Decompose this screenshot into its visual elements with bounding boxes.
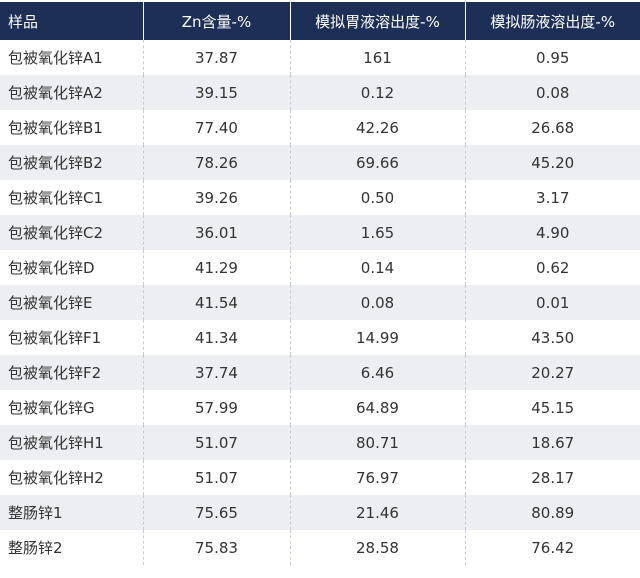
table-row: 包被氧化锌G 57.99 64.89 45.15 <box>0 390 640 425</box>
table-row: 包被氧化锌H2 51.07 76.97 28.17 <box>0 460 640 495</box>
sample-cell: 包被氧化锌E <box>0 285 143 320</box>
value-cell: 41.54 <box>142 285 290 320</box>
value-cell: 0.08 <box>289 285 465 320</box>
value-cell: 80.71 <box>289 425 465 460</box>
table-row: 包被氧化锌A1 37.87 161 0.95 <box>0 40 640 75</box>
value-cell: 57.99 <box>142 390 290 425</box>
value-cell: 3.17 <box>464 180 640 215</box>
value-cell: 51.07 <box>142 460 290 495</box>
header-row: 样品 Zn含量-% 模拟胃液溶出度-% 模拟肠液溶出度-% <box>0 2 640 40</box>
value-cell: 41.34 <box>142 320 290 355</box>
table-row: 包被氧化锌E 41.54 0.08 0.01 <box>0 285 640 320</box>
sample-cell: 整肠锌2 <box>8 539 63 557</box>
value-cell: 76.42 <box>464 530 640 565</box>
table-row: 包被氧化锌B1 77.40 42.26 26.68 <box>0 110 640 145</box>
header-cell: 样品 <box>0 2 143 40</box>
sample-cell: 包被氧化锌C2 <box>0 215 143 250</box>
value-cell: 0.95 <box>464 40 640 75</box>
sample-cell: 包被氧化锌F1 <box>8 329 102 347</box>
value-cell: 14.99 <box>289 320 465 355</box>
value-cell: 64.89 <box>289 390 465 425</box>
value-cell: 1.65 <box>289 215 465 250</box>
value-cell: 51.07 <box>142 425 290 460</box>
value-cell: 75.65 <box>142 495 290 530</box>
header-cell: Zn含量-% <box>142 2 290 40</box>
value-cell: 39.26 <box>142 180 290 215</box>
table-row: 包被氧化锌F1 41.34 14.99 43.50 <box>0 320 640 355</box>
header-cell: 模拟胃液溶出度-% <box>289 2 465 40</box>
data-table: 样品 Zn含量-% 模拟胃液溶出度-% 模拟肠液溶出度-% 包被氧化锌A1 37.87 1… <box>0 2 640 565</box>
sample-cell: 包被氧化锌G <box>8 399 95 417</box>
value-cell: 0.12 <box>289 75 465 110</box>
value-cell: 77.40 <box>142 110 290 145</box>
value-cell: 0.01 <box>464 285 640 320</box>
value-cell: 78.26 <box>142 145 290 180</box>
sample-cell: 包被氧化锌F2 <box>0 355 143 390</box>
sample-cell: 整肠锌1 <box>0 495 143 530</box>
value-cell: 0.14 <box>289 250 465 285</box>
sample-cell: 包被氧化锌C1 <box>8 189 104 207</box>
sample-cell: 包被氧化锌A1 <box>8 49 103 67</box>
value-cell: 37.87 <box>142 40 290 75</box>
value-cell: 41.29 <box>142 250 290 285</box>
value-cell: 45.20 <box>464 145 640 180</box>
value-cell: 0.50 <box>289 180 465 215</box>
value-cell: 75.83 <box>142 530 290 565</box>
value-cell: 43.50 <box>464 320 640 355</box>
table-row: 包被氧化锌H1 51.07 80.71 18.67 <box>0 425 640 460</box>
value-cell: 37.74 <box>142 355 290 390</box>
value-cell: 39.15 <box>142 75 290 110</box>
value-cell: 28.17 <box>464 460 640 495</box>
value-cell: 18.67 <box>464 425 640 460</box>
value-cell: 80.89 <box>464 495 640 530</box>
table-row: 包被氧化锌F2 37.74 6.46 20.27 <box>0 355 640 390</box>
table-row: 包被氧化锌B2 78.26 69.66 45.20 <box>0 145 640 180</box>
table-row: 包被氧化锌C2 36.01 1.65 4.90 <box>0 215 640 250</box>
value-cell: 45.15 <box>464 390 640 425</box>
sample-cell: 包被氧化锌B1 <box>8 119 103 137</box>
table-row: 整肠锌2 75.83 28.58 76.42 <box>0 530 640 565</box>
value-cell: 0.62 <box>464 250 640 285</box>
sample-cell: 包被氧化锌H2 <box>8 469 104 487</box>
value-cell: 6.46 <box>289 355 465 390</box>
sample-cell: 包被氧化锌H1 <box>0 425 143 460</box>
value-cell: 28.58 <box>289 530 465 565</box>
value-cell: 26.68 <box>464 110 640 145</box>
table-body: 包被氧化锌A1 37.87 161 0.95 包被氧化锌A2 39.15 0.12 0.08 包… <box>0 40 640 565</box>
sample-cell: 包被氧化锌A2 <box>0 75 143 110</box>
value-cell: 36.01 <box>142 215 290 250</box>
value-cell: 20.27 <box>464 355 640 390</box>
header-cell: 模拟肠液溶出度-% <box>464 2 640 40</box>
table-row: 整肠锌1 75.65 21.46 80.89 <box>0 495 640 530</box>
value-cell: 42.26 <box>289 110 465 145</box>
sample-cell: 包被氧化锌D <box>8 259 95 277</box>
table-row: 包被氧化锌D 41.29 0.14 0.62 <box>0 250 640 285</box>
value-cell: 69.66 <box>289 145 465 180</box>
sample-cell: 包被氧化锌B2 <box>0 145 143 180</box>
value-cell: 161 <box>289 40 465 75</box>
value-cell: 0.08 <box>464 75 640 110</box>
value-cell: 4.90 <box>464 215 640 250</box>
table-row: 包被氧化锌C1 39.26 0.50 3.17 <box>0 180 640 215</box>
table-row: 包被氧化锌A2 39.15 0.12 0.08 <box>0 75 640 110</box>
value-cell: 21.46 <box>289 495 465 530</box>
value-cell: 76.97 <box>289 460 465 495</box>
